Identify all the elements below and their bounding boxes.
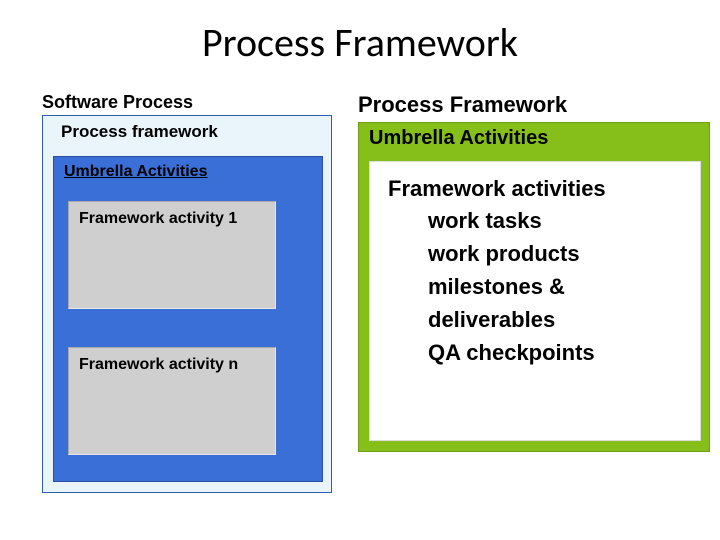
right-diagram: Process Framework Umbrella Activities Fr…	[358, 92, 710, 452]
framework-activities-item: QA checkpoints	[388, 336, 694, 369]
umbrella-activities-label-left: Umbrella Activities	[64, 163, 207, 181]
framework-activities-panel: Framework activities work tasks work pro…	[369, 161, 701, 441]
process-framework-box: Umbrella Activities Framework activity 1…	[53, 156, 323, 482]
framework-activity-n-box: Framework activity n	[68, 347, 276, 455]
framework-activities-item: milestones & deliverables	[388, 270, 694, 336]
umbrella-activities-box: Umbrella Activities Framework activities…	[358, 122, 710, 452]
slide: Process Framework Software Process Proce…	[0, 0, 720, 540]
software-process-box: Process framework Umbrella Activities Fr…	[42, 115, 332, 493]
slide-title: Process Framework	[0, 18, 720, 67]
framework-activities-item: work tasks	[388, 204, 694, 237]
framework-activities-heading: Framework activities	[388, 174, 694, 204]
software-process-label: Software Process	[42, 92, 332, 113]
framework-activities-item: work products	[388, 237, 694, 270]
left-diagram: Software Process Process framework Umbre…	[42, 92, 332, 493]
process-framework-label: Process framework	[61, 122, 218, 142]
umbrella-activities-label-right: Umbrella Activities	[369, 127, 548, 150]
framework-activity-1-box: Framework activity 1	[68, 201, 276, 309]
process-framework-heading: Process Framework	[358, 92, 710, 118]
